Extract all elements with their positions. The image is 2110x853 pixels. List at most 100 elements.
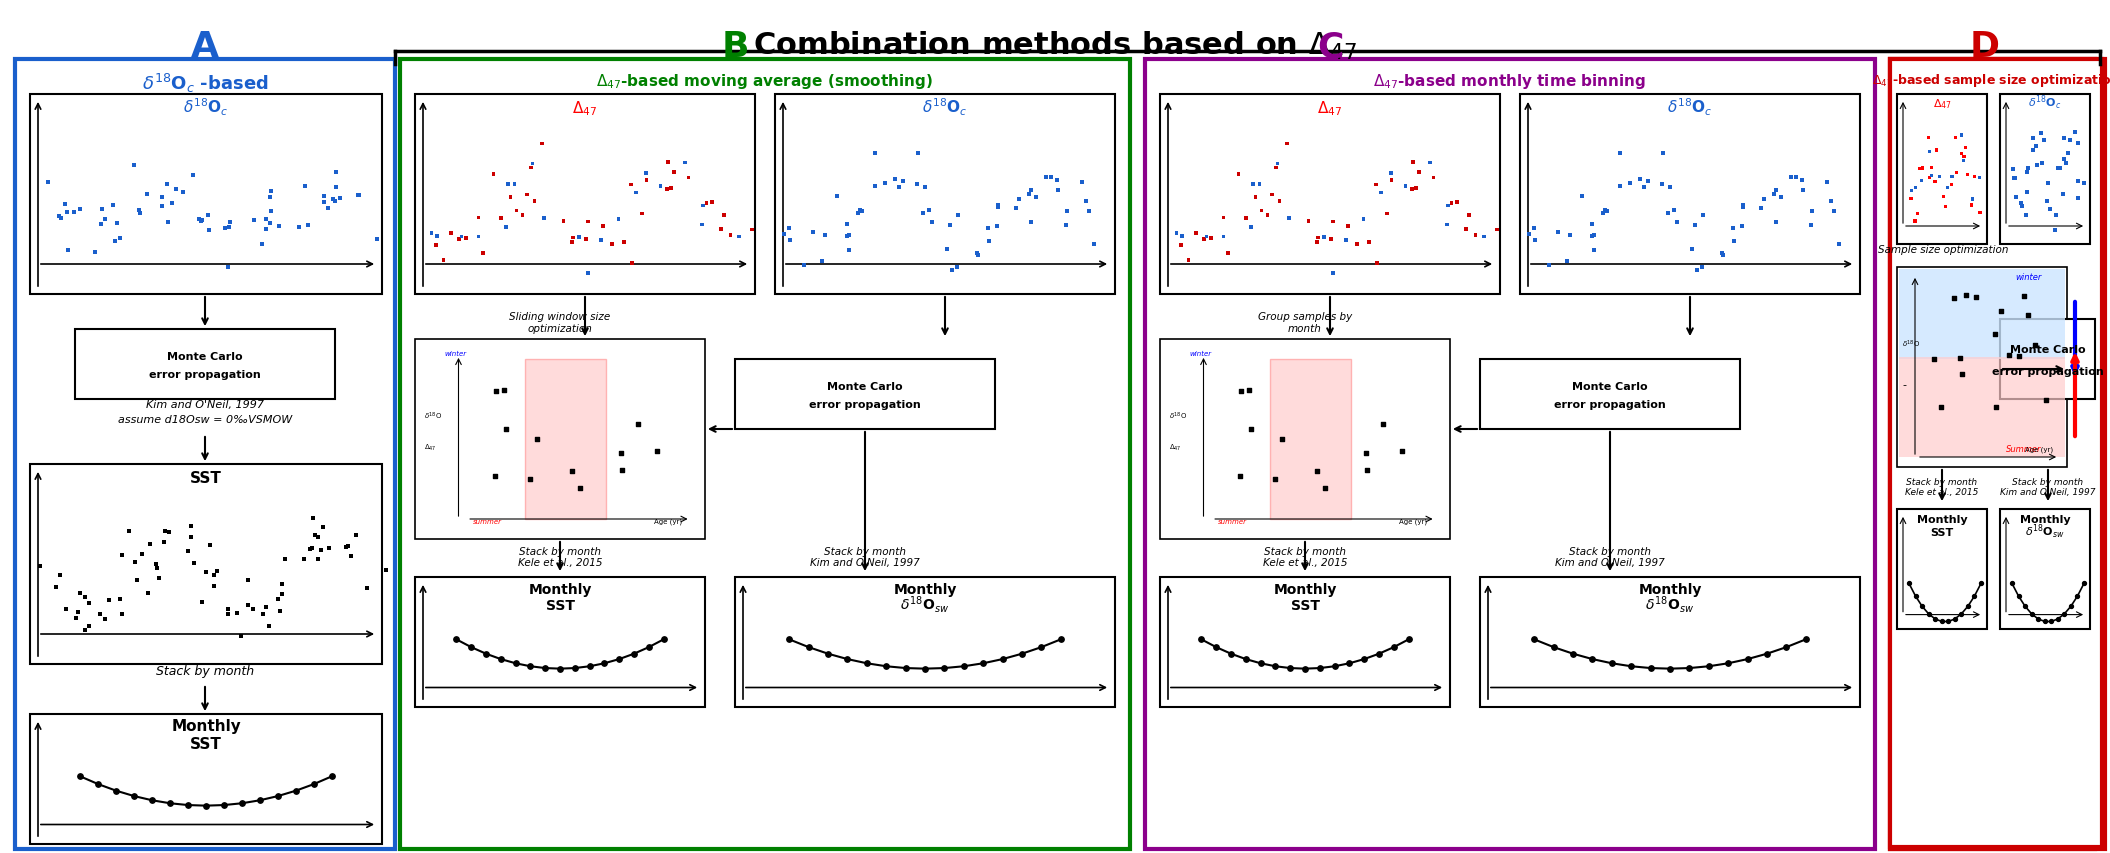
Point — [249, 213, 283, 227]
Text: Kim and O'Neil, 1997: Kim and O'Neil, 1997 — [810, 557, 920, 567]
Text: Kim and O'Neil, 1997: Kim and O'Neil, 1997 — [1555, 557, 1665, 567]
Point — [1707, 248, 1741, 262]
Point — [1566, 190, 1599, 204]
Point — [1810, 176, 1844, 189]
Point — [620, 418, 654, 432]
Point — [498, 657, 532, 670]
Point — [1979, 401, 2013, 415]
Point — [32, 176, 65, 189]
Bar — [1146, 60, 1876, 849]
Text: Sample size optimization: Sample size optimization — [1878, 245, 2009, 255]
Point — [1051, 206, 1085, 219]
Text: Stack by month: Stack by month — [825, 547, 905, 556]
Point — [302, 552, 335, 566]
Point — [1190, 230, 1224, 244]
Point — [1361, 257, 1395, 270]
Point — [1374, 167, 1407, 181]
Point — [1234, 422, 1268, 436]
Point — [572, 659, 606, 673]
Point — [515, 158, 549, 171]
Point — [1258, 473, 1291, 486]
Point — [2015, 132, 2049, 146]
Point — [1557, 647, 1591, 661]
Point — [1939, 166, 1973, 180]
Point — [1574, 229, 1608, 243]
Point — [264, 605, 298, 618]
Point — [587, 220, 620, 234]
Point — [211, 603, 245, 617]
Point — [135, 793, 169, 807]
Point — [44, 212, 78, 226]
Point — [1760, 183, 1794, 197]
Point — [1747, 194, 1781, 207]
Point — [1899, 215, 1933, 229]
Point — [369, 564, 403, 577]
Point — [279, 784, 312, 798]
Point — [316, 193, 350, 206]
Text: Monthly: Monthly — [893, 583, 956, 596]
Point — [1905, 174, 1939, 188]
Point — [97, 235, 131, 249]
Point — [1466, 230, 1500, 244]
Bar — [30, 714, 382, 844]
Point — [1903, 163, 1937, 177]
Point — [2007, 290, 2040, 304]
Text: $\delta^{18}$O$_{sw}$: $\delta^{18}$O$_{sw}$ — [901, 594, 950, 615]
Point — [1743, 202, 1777, 216]
Point — [350, 582, 384, 595]
Point — [1388, 180, 1422, 194]
Point — [1718, 235, 1751, 249]
Point — [1184, 633, 1217, 647]
Point — [1614, 177, 1648, 190]
Point — [1224, 469, 1258, 483]
Point — [1222, 168, 1255, 182]
Point — [333, 549, 367, 563]
Point — [1652, 662, 1686, 676]
Point — [1300, 235, 1334, 249]
Point — [211, 221, 245, 235]
Text: $\Delta_{47}$-based monthly time binning: $\Delta_{47}$-based monthly time binning — [1374, 72, 1646, 91]
Point — [131, 189, 165, 202]
Text: D: D — [1971, 30, 2000, 64]
Point — [935, 264, 968, 277]
Point — [985, 653, 1019, 666]
Point — [314, 769, 348, 783]
Text: Stack by month: Stack by month — [1907, 478, 1977, 486]
Point — [283, 221, 316, 235]
Point — [1764, 191, 1798, 205]
Point — [490, 221, 523, 235]
Point — [2047, 153, 2080, 166]
Point — [774, 234, 808, 247]
Point — [2051, 147, 2085, 160]
Point — [167, 186, 200, 200]
Point — [1302, 661, 1336, 675]
Point — [40, 581, 74, 595]
Point — [298, 777, 331, 791]
Point — [2040, 209, 2074, 223]
Text: Monthly: Monthly — [1637, 583, 1701, 596]
Text: Age (yr): Age (yr) — [1399, 519, 1426, 525]
Point — [1785, 174, 1819, 188]
Point — [477, 168, 511, 182]
Point — [1532, 259, 1566, 273]
Point — [150, 178, 184, 192]
Point — [184, 215, 217, 229]
Point — [1650, 206, 1684, 220]
Point — [118, 556, 152, 570]
Point — [61, 606, 95, 619]
Point — [247, 607, 281, 621]
Point — [236, 602, 270, 616]
Point — [1587, 207, 1620, 221]
Point — [941, 209, 975, 223]
Point — [1796, 206, 1829, 219]
Point — [1686, 209, 1720, 223]
Point — [42, 211, 76, 224]
Point — [1623, 173, 1656, 187]
Point — [1363, 647, 1397, 661]
Point — [1272, 661, 1306, 675]
Point — [152, 216, 186, 229]
Point — [1334, 657, 1367, 670]
Point — [1899, 182, 1933, 195]
Point — [916, 216, 950, 229]
Point — [2061, 175, 2095, 189]
